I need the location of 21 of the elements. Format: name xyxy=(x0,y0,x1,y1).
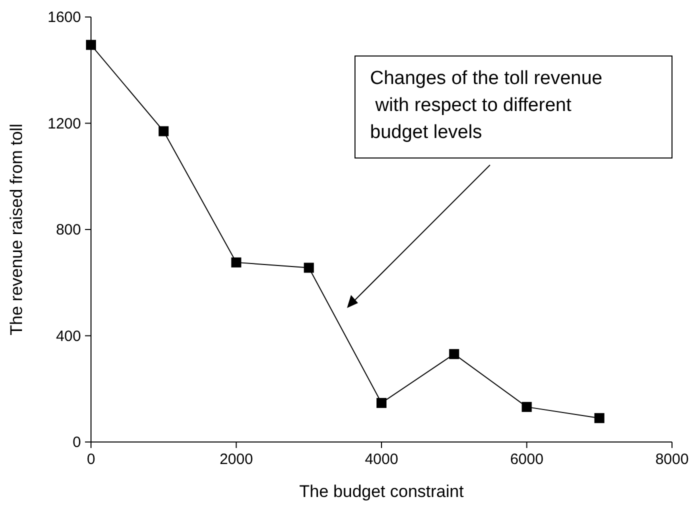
x-axis-title: The budget constraint xyxy=(299,482,464,501)
point xyxy=(86,40,96,50)
y-tick-label: 400 xyxy=(56,328,81,345)
y-tick-label: 800 xyxy=(56,222,81,238)
y-tick-label: 1200 xyxy=(48,115,81,132)
point xyxy=(594,413,604,424)
x-tick-label: 4000 xyxy=(364,451,398,468)
x-tick-label: 6000 xyxy=(510,451,544,468)
x-tick-label: 0 xyxy=(86,451,96,468)
point xyxy=(304,262,314,273)
y-tick-label: 0 xyxy=(72,434,81,451)
x-tick-label: 2000 xyxy=(220,451,253,468)
annotation: Changes of the toll revenue with respect to different budget levels xyxy=(370,68,602,143)
point xyxy=(522,402,532,412)
x-tick-label: 8000 xyxy=(655,451,689,468)
point xyxy=(231,257,242,268)
point xyxy=(158,126,169,136)
y-axis-title: The revenue raised from toll xyxy=(7,124,26,336)
y-tick-label: 1600 xyxy=(48,9,81,26)
point xyxy=(449,349,460,360)
point xyxy=(376,398,386,408)
